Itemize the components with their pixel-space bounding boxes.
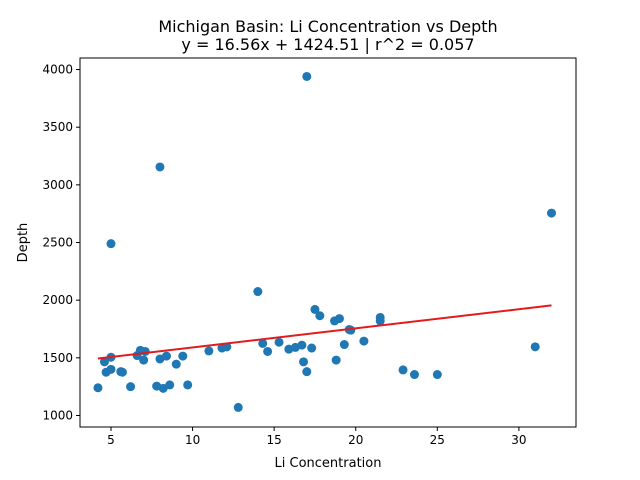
y-tick-label: 1000 [42,408,73,422]
data-point [547,208,557,218]
data-point [530,342,540,352]
y-tick-label: 2500 [42,236,73,250]
data-point [359,336,369,346]
data-point [126,382,136,392]
data-point [409,370,419,380]
y-axis-label: Depth [16,223,31,263]
data-point [263,346,273,356]
y-tick-label: 4000 [42,63,73,77]
chart-title: Michigan Basin: Li Concentration vs Dept… [158,17,497,36]
data-point [93,383,103,393]
data-point [155,162,165,172]
x-tick-label: 30 [511,433,526,447]
axes-frame [79,57,577,428]
data-point [140,346,150,356]
data-point [398,365,408,375]
data-point [297,340,307,350]
chart-subtitle: y = 16.56x + 1424.51 | r^2 = 0.057 [181,35,474,54]
data-point [178,351,188,361]
data-point [302,367,312,377]
data-point [315,311,325,321]
data-point [331,355,341,365]
y-tick-label: 3000 [42,178,73,192]
data-point [302,71,312,81]
data-point [307,343,317,353]
data-point [161,351,171,361]
axis-ticks: 5 10 15 20 25 30 1000 1500 2000 2500 3000 3500 4000 [42,63,526,447]
y-tick-label: 1500 [42,351,73,365]
data-point [233,402,243,412]
x-tick-label: 25 [430,433,445,447]
data-point [171,359,181,369]
data-point [139,355,149,365]
y-tick-label: 2000 [42,293,73,307]
trendline [97,304,552,360]
data-point [99,357,109,367]
data-point [117,367,127,377]
data-point [274,337,284,347]
x-tick-label: 15 [267,433,282,447]
data-point [258,338,268,348]
data-point [375,312,385,322]
data-points [93,71,557,412]
x-tick-label: 20 [348,433,363,447]
trendline-layer [97,304,552,360]
data-point [339,340,349,350]
data-point [165,380,175,390]
data-point [183,380,193,390]
x-tick-label: 5 [107,433,115,447]
data-point [106,364,116,374]
data-point [310,304,320,314]
data-point [204,346,214,356]
x-axis-label: Li Concentration [275,456,382,471]
x-tick-label: 10 [185,433,200,447]
data-point [106,239,116,249]
data-point [334,314,344,324]
data-point [253,287,263,297]
data-point [299,357,309,367]
data-point [432,370,442,380]
y-tick-label: 3500 [42,120,73,134]
